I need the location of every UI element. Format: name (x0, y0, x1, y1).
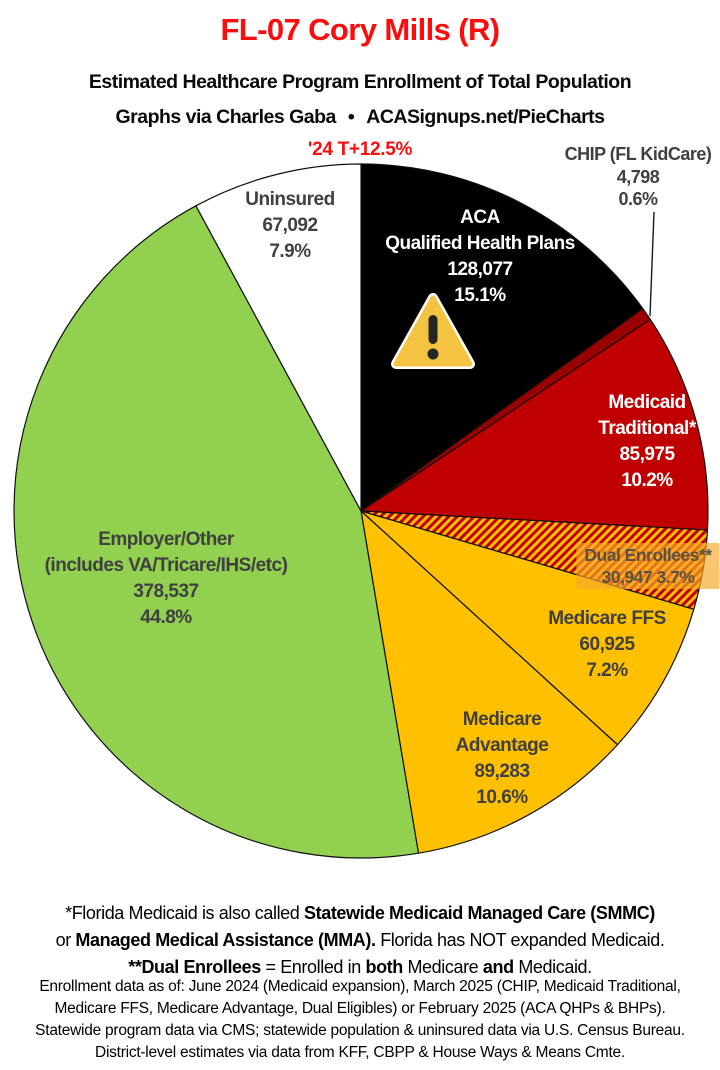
exclamation-dot (427, 348, 439, 360)
pie-slice-uninsured (195, 163, 362, 512)
footnote-line: *Florida Medicaid is also called Statewi… (65, 903, 655, 923)
footnote-data-sources: Enrollment data as of: June 2024 (Medica… (0, 976, 720, 1064)
pie-slices-group (13, 163, 709, 859)
footnote-line: Enrollment data as of: June 2024 (Medica… (39, 978, 681, 995)
footnote-line: Medicare FFS, Medicare Advantage, Dual E… (54, 1000, 666, 1017)
exclamation-bar (428, 315, 438, 344)
credit-line: Graphs via Charles Gaba • ACASignups.net/P… (0, 106, 720, 129)
pie-slice-medicaid (360, 318, 709, 531)
chip-leader-line (649, 211, 655, 317)
pie-slice-aca (360, 163, 644, 512)
trend-annotation: '24 T+12.5% (307, 139, 413, 160)
warning-icon (391, 293, 475, 369)
label-employer-other: Employer/Other (includes VA/Tricare/IHS/… (44, 529, 288, 628)
page-title: FL-07 Cory Mills (R) (220, 12, 500, 47)
footnote-line: **Dual Enrollees = Enrolled in both Medi… (128, 957, 592, 977)
label-medicaid-traditional: Medicaid Traditional* 85,975 10.2% (598, 392, 696, 491)
footnote-line: District-level estimates via data from K… (95, 1044, 625, 1061)
label-uninsured: Uninsured 67,092 7.9% (245, 189, 335, 262)
label-dual-enrollees: Dual Enrollees** 30,947 3.7% (576, 543, 720, 589)
label-chip: CHIP (FL KidCare) 4,798 0.6% (564, 144, 712, 209)
pie-slice-medicare (360, 510, 619, 854)
footnote-line: Statewide program data via CMS; statewid… (35, 1022, 685, 1039)
footnote-medicaid-dual: *Florida Medicaid is also called Statewi… (0, 900, 720, 981)
bullet-separator: • (347, 106, 355, 128)
label-medicare-ffs: Medicare FFS 60,925 7.2% (548, 608, 666, 681)
footnote-line: or Managed Medical Assistance (MMA). Flo… (55, 930, 665, 950)
credit-site-link: ACASignups.net/PieCharts (366, 106, 605, 128)
chart-subtitle: Estimated Healthcare Program Enrollment … (88, 71, 632, 93)
credit-author: Graphs via Charles Gaba (115, 106, 336, 128)
pie-slice-employer-other (13, 205, 420, 859)
label-medicare-advantage: Medicare Advantage 89,283 10.6% (455, 709, 549, 808)
pie-slice-medicare-ffs (360, 510, 695, 746)
label-aca-qhp: ACA Qualified Health Plans 128,077 15.1% (385, 207, 575, 306)
